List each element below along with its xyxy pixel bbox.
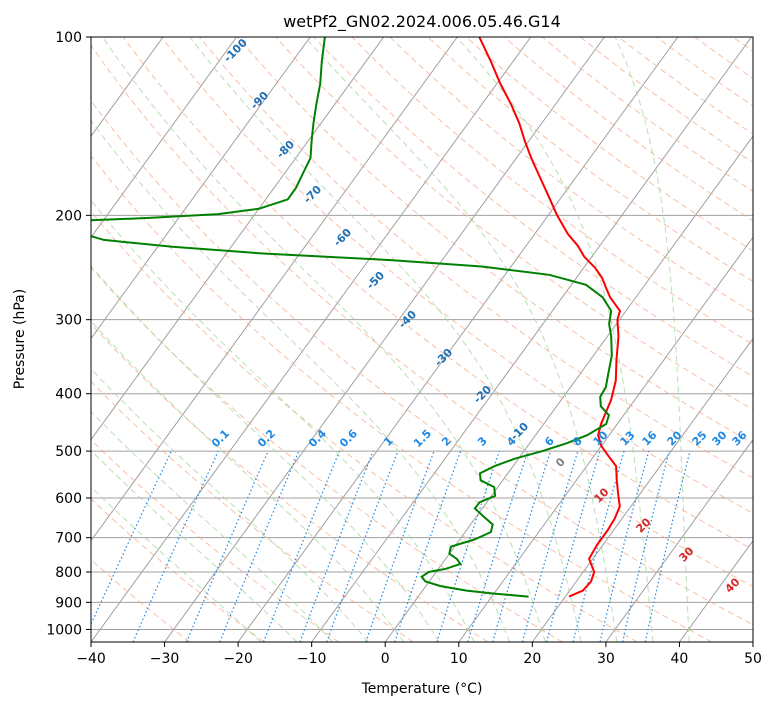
mixing-ratio-line	[644, 450, 691, 642]
x-tick-label: 30	[597, 651, 615, 667]
isotherm-gridline	[91, 37, 238, 239]
y-tick-label: 300	[55, 313, 82, 329]
y-tick-label: 600	[55, 491, 82, 507]
dry-adiabat	[161, 37, 753, 514]
moist-adiabat	[91, 410, 334, 642]
mixing-ratio-line	[467, 450, 529, 642]
moist-adiabat	[91, 265, 440, 642]
x-tick-label: 0	[381, 651, 390, 667]
moist-adiabat	[91, 486, 262, 642]
dry-adiabat	[91, 99, 753, 626]
mixing-ratio-line	[262, 450, 340, 642]
y-tick-label: 800	[55, 565, 82, 581]
moist-adiabat	[91, 449, 298, 642]
y-tick-label: 200	[55, 208, 82, 224]
dry-adiabat	[91, 323, 489, 642]
y-tick-label: 500	[55, 444, 82, 460]
mixing-ratio-line	[299, 450, 374, 642]
dry-adiabat	[122, 37, 753, 551]
isotherm-gridline	[237, 37, 679, 642]
x-axis-label: Temperature (°C)	[361, 681, 483, 697]
mixing-ratio-line	[572, 450, 625, 642]
moist-adiabat	[91, 320, 405, 642]
plot-frame	[90, 36, 754, 643]
y-axis: 100 200 300 400 500 600 700 800 900 1000	[46, 30, 91, 638]
moist-adiabat	[304, 37, 618, 642]
moist-adiabat	[456, 37, 654, 642]
dry-adiabat	[91, 380, 414, 642]
isotherm-gridline	[605, 438, 753, 642]
y-tick-label: 900	[55, 595, 82, 611]
dewpoint-line	[91, 37, 613, 598]
isotherm-gridline	[164, 37, 605, 642]
isotherm-gridline	[531, 337, 753, 642]
dry-adiabat	[275, 37, 753, 411]
chart-title: wetPf2_GN02.2024.006.05.46.G14	[283, 12, 561, 32]
y-tick-label: 700	[55, 531, 82, 547]
isotherm-gridline	[458, 236, 753, 642]
isotherm-gridline	[91, 37, 385, 441]
x-axis: −40 −30 −20 −10 0 10 20 30 40 50	[76, 642, 762, 667]
mixing-ratio-line	[492, 450, 552, 642]
x-tick-label: 50	[744, 651, 762, 667]
mixing-ratio-line	[546, 450, 601, 642]
isotherm-gridline	[91, 37, 532, 642]
mixing-ratio-line	[521, 450, 579, 642]
y-tick-label: 100	[55, 30, 82, 46]
dry-adiabat	[91, 44, 753, 588]
temperature-line	[478, 37, 622, 598]
isotherm-gridline	[384, 135, 753, 642]
moist-adiabat	[102, 37, 546, 642]
y-tick-label: 1000	[46, 622, 82, 638]
mixing-ratio-line	[599, 450, 650, 642]
moist-adiabat	[91, 199, 475, 642]
isotherm-gridline	[91, 37, 311, 340]
dry-adiabat	[91, 266, 563, 642]
plot-background	[91, 37, 753, 642]
mixing-ratio-line	[436, 450, 500, 642]
moist-adiabat	[91, 119, 511, 642]
moist-adiabat	[614, 37, 690, 642]
mixing-ratio-line	[394, 450, 462, 642]
x-tick-label: −30	[150, 651, 180, 667]
x-tick-label: −20	[223, 651, 253, 667]
plot-series	[91, 37, 622, 598]
mixing-ratio-line	[186, 450, 269, 642]
dry-adiabat	[237, 37, 753, 445]
moist-adiabat	[189, 37, 582, 642]
x-tick-label: 40	[671, 651, 689, 667]
mixing-ratio-line	[365, 450, 435, 642]
mixing-ratio-line	[326, 450, 399, 642]
mixing-ratio-line	[622, 450, 670, 642]
isotherm-gridline	[91, 37, 458, 542]
dry-adiabat	[91, 155, 713, 642]
mixing-ratio-line	[132, 450, 219, 642]
y-tick-label: 400	[55, 387, 82, 403]
x-tick-label: −40	[76, 651, 106, 667]
x-tick-label: 20	[523, 651, 541, 667]
dry-adiabat	[91, 210, 638, 642]
y-axis-label: Pressure (hPa)	[12, 289, 28, 389]
x-tick-label: −10	[297, 651, 327, 667]
x-tick-label: 10	[450, 651, 468, 667]
mixing-ratio-line	[219, 450, 300, 642]
